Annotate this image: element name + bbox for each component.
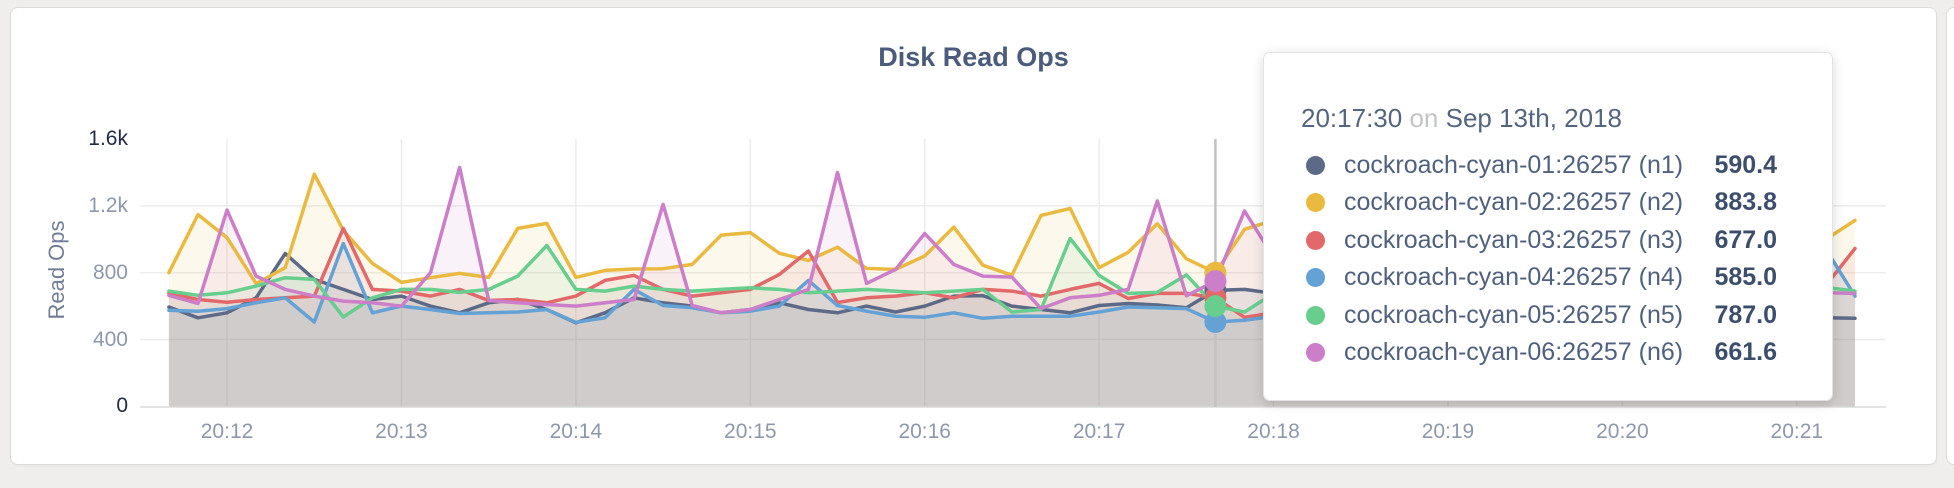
adjacent-card-edge <box>1946 7 1954 465</box>
series-value: 661.6 <box>1714 338 1777 366</box>
series-color-dot-icon <box>1306 230 1325 250</box>
series-name: cockroach-cyan-05:26257 (n5) <box>1344 300 1684 329</box>
series-value: 677.0 <box>1714 225 1777 254</box>
series-name: cockroach-cyan-02:26257 (n2) <box>1344 188 1684 217</box>
series-value: 590.4 <box>1714 151 1777 179</box>
tooltip-series-row: cockroach-cyan-06:26257 (n6) 661.6 <box>1264 338 1834 368</box>
series-color-dot-icon <box>1306 193 1325 213</box>
tooltip-date: Sep 13th, 2018 <box>1445 103 1622 133</box>
series-value: 787.0 <box>1714 300 1777 329</box>
tooltip-series-row: cockroach-cyan-01:26257 (n1) 590.4 <box>1264 151 1834 181</box>
x-tick-label: 20:16 <box>898 420 951 443</box>
tooltip-series-row: cockroach-cyan-03:26257 (n3) 677.0 <box>1264 226 1834 256</box>
y-tick-label: 800 <box>92 260 128 284</box>
chart-title: Disk Read Ops <box>878 42 1069 72</box>
tooltip-series-row: cockroach-cyan-05:26257 (n5) 787.0 <box>1264 301 1834 331</box>
y-tick-label: 400 <box>92 327 128 351</box>
series-color-dot-icon <box>1306 156 1325 175</box>
tooltip-series-row: cockroach-cyan-04:26257 (n4) 585.0 <box>1264 263 1834 293</box>
series-color-dot-icon <box>1306 268 1325 288</box>
y-tick-label: 1.2k <box>88 193 128 217</box>
x-tick-label: 20:19 <box>1421 420 1475 443</box>
x-tick-label: 20:20 <box>1596 420 1649 443</box>
x-tick-label: 20:14 <box>549 420 603 443</box>
x-tick-label: 20:17 <box>1072 420 1126 443</box>
series-color-dot-icon <box>1306 305 1325 325</box>
tooltip-series-row: cockroach-cyan-02:26257 (n2) 883.8 <box>1264 188 1834 218</box>
series-name: cockroach-cyan-04:26257 (n4) <box>1344 263 1684 292</box>
series-name: cockroach-cyan-06:26257 (n6) <box>1344 338 1684 366</box>
x-tick-label: 20:15 <box>724 420 777 443</box>
y-tick-label: 1.6k <box>88 127 128 151</box>
x-tick-label: 20:13 <box>375 420 428 443</box>
hover-tooltip: 20:17:30 on Sep 13th, 2018 cockroach-cya… <box>1263 52 1833 401</box>
tooltip-title: 20:17:30 on Sep 13th, 2018 <box>1301 103 1622 134</box>
series-name: cockroach-cyan-01:26257 (n1) <box>1344 151 1684 179</box>
y-tick-label: 0 <box>116 394 128 418</box>
series-name: cockroach-cyan-03:26257 (n3) <box>1344 225 1684 254</box>
tooltip-time: 20:17:30 <box>1301 103 1403 133</box>
series-value: 585.0 <box>1714 263 1777 292</box>
series-color-dot-icon <box>1306 343 1325 362</box>
x-tick-label: 20:18 <box>1247 420 1300 443</box>
tooltip-on-word: on <box>1409 103 1439 133</box>
x-tick-label: 20:12 <box>200 420 254 443</box>
series-value: 883.8 <box>1714 188 1777 217</box>
x-tick-label: 20:21 <box>1770 420 1824 443</box>
